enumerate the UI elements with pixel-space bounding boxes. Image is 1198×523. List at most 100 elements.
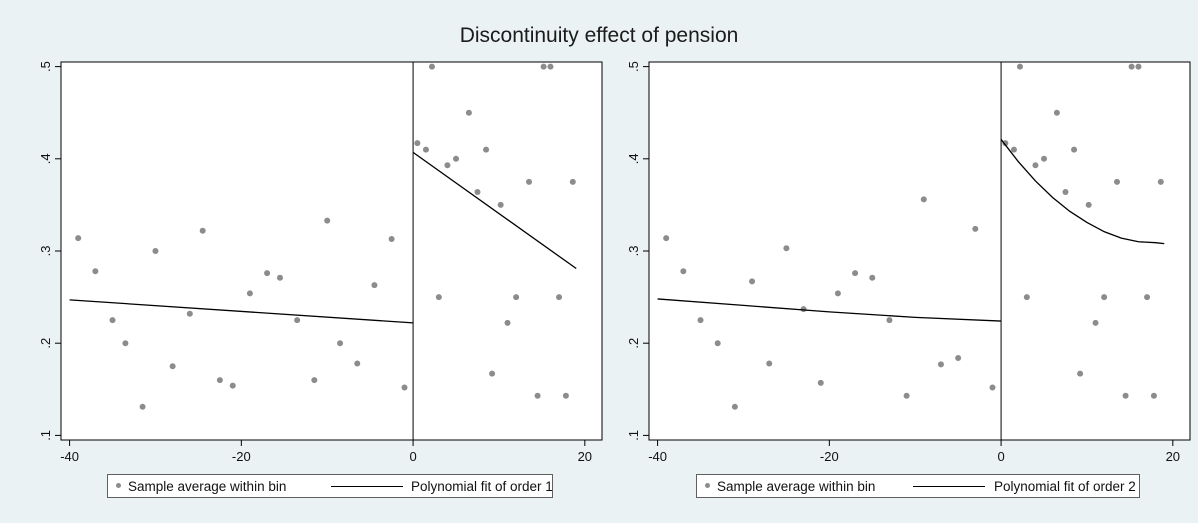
y-tick-label: .1	[38, 430, 53, 441]
data-point	[1114, 178, 1121, 185]
data-point	[955, 354, 962, 361]
data-point	[1010, 146, 1017, 153]
data-point	[246, 290, 253, 297]
data-point	[534, 392, 541, 399]
x-tick-label: -40	[648, 449, 667, 464]
data-point	[989, 384, 996, 391]
data-point	[497, 201, 504, 208]
data-point	[1062, 188, 1069, 195]
y-tick-label: .2	[38, 338, 53, 349]
data-point	[504, 319, 511, 326]
data-point	[216, 377, 223, 384]
plot-area	[648, 61, 1191, 441]
data-point	[474, 188, 481, 195]
data-point	[169, 363, 176, 370]
legend-left: Sample average within bin Polynomial fit…	[107, 474, 553, 498]
x-tick-label: 0	[997, 449, 1004, 464]
data-point	[311, 377, 318, 384]
legend-fit-label: Polynomial fit of order 1	[411, 479, 553, 494]
data-point	[547, 63, 554, 70]
data-point	[354, 360, 361, 367]
data-point	[122, 340, 129, 347]
data-point	[749, 278, 756, 285]
x-tick-label: -40	[60, 449, 79, 464]
data-point	[852, 270, 859, 277]
data-point	[869, 274, 876, 281]
data-point	[1002, 140, 1009, 147]
data-point	[1157, 178, 1164, 185]
legend-fit-line	[331, 486, 403, 487]
data-point	[972, 225, 979, 232]
x-tick-label: -20	[820, 449, 839, 464]
data-point	[526, 178, 533, 185]
data-point	[294, 317, 301, 324]
data-point	[903, 392, 910, 399]
data-point	[1016, 63, 1023, 70]
data-point	[453, 155, 460, 162]
data-point	[414, 140, 421, 147]
data-point	[401, 384, 408, 391]
data-point	[1071, 146, 1078, 153]
y-tick-label: .4	[38, 153, 53, 164]
legend-points-label: Sample average within bin	[128, 479, 287, 494]
data-point	[371, 282, 378, 289]
legend-fit-line	[913, 486, 985, 487]
data-point	[428, 63, 435, 70]
legend-right: Sample average within bin Polynomial fit…	[696, 474, 1140, 498]
data-point	[1122, 392, 1129, 399]
y-tick-label: .4	[626, 153, 641, 164]
data-point	[186, 310, 193, 317]
data-point	[920, 196, 927, 203]
data-point	[422, 146, 429, 153]
y-tick-label: .1	[626, 430, 641, 441]
data-point	[1150, 392, 1157, 399]
data-point	[731, 403, 738, 410]
data-point	[465, 109, 472, 116]
data-point	[109, 317, 116, 324]
data-point	[1092, 319, 1099, 326]
data-point	[324, 217, 331, 224]
data-point	[75, 235, 82, 242]
data-point	[337, 340, 344, 347]
legend-fit-label: Polynomial fit of order 2	[994, 479, 1136, 494]
x-tick-label: 20	[1166, 449, 1180, 464]
data-point	[483, 146, 490, 153]
data-point	[766, 360, 773, 367]
x-tick-label: -20	[232, 449, 251, 464]
data-point	[435, 294, 442, 301]
data-point	[489, 370, 496, 377]
data-point	[680, 268, 687, 275]
data-point	[199, 227, 206, 234]
data-point	[556, 294, 563, 301]
data-point	[1023, 294, 1030, 301]
data-point	[834, 290, 841, 297]
data-point	[1144, 294, 1151, 301]
data-point	[540, 63, 547, 70]
data-point	[562, 392, 569, 399]
data-point	[937, 361, 944, 368]
data-point	[1053, 109, 1060, 116]
legend-point-marker	[705, 483, 710, 488]
data-point	[1128, 63, 1135, 70]
data-point	[697, 317, 704, 324]
legend-point-marker	[116, 483, 121, 488]
y-tick-label: .2	[626, 338, 641, 349]
data-point	[569, 178, 576, 185]
y-tick-label: .3	[626, 246, 641, 257]
data-point	[513, 294, 520, 301]
data-point	[714, 340, 721, 347]
data-point	[264, 270, 271, 277]
legend-points-label: Sample average within bin	[717, 479, 876, 494]
y-tick-label: .5	[626, 61, 641, 72]
y-tick-label: .3	[38, 246, 53, 257]
data-point	[886, 317, 893, 324]
fit-line-left	[657, 298, 1002, 322]
fit-line-left	[69, 299, 414, 324]
data-point	[1135, 63, 1142, 70]
data-point	[444, 162, 451, 169]
data-point	[663, 235, 670, 242]
fit-line-right	[412, 151, 577, 270]
